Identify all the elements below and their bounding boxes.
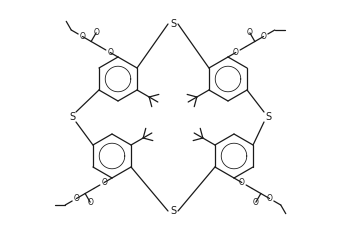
Text: S: S	[69, 112, 75, 122]
Text: O: O	[253, 198, 259, 207]
Text: O: O	[80, 32, 85, 41]
Text: O: O	[239, 178, 245, 187]
Text: O: O	[107, 48, 113, 57]
Text: O: O	[74, 194, 80, 203]
Text: O: O	[101, 178, 107, 187]
Text: O: O	[93, 28, 99, 37]
Text: O: O	[233, 48, 239, 57]
Text: O: O	[261, 32, 266, 41]
Text: O: O	[247, 28, 253, 37]
Text: O: O	[266, 194, 272, 203]
Text: S: S	[265, 112, 271, 122]
Text: S: S	[170, 206, 176, 216]
Text: S: S	[170, 19, 176, 29]
Text: O: O	[87, 198, 93, 207]
